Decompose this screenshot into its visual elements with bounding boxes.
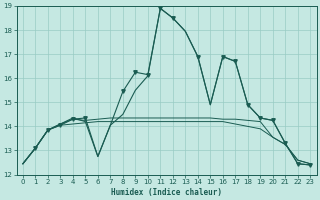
X-axis label: Humidex (Indice chaleur): Humidex (Indice chaleur)	[111, 188, 222, 197]
